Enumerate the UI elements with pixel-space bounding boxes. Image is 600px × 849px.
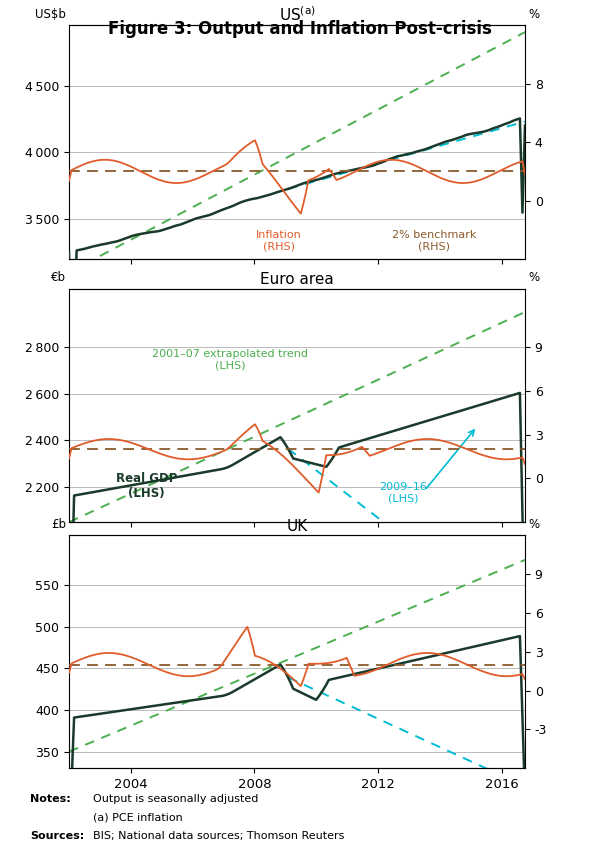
- Text: £b: £b: [51, 518, 66, 531]
- Text: Sources:: Sources:: [30, 831, 84, 841]
- Text: %: %: [528, 8, 539, 21]
- Text: Notes:: Notes:: [30, 794, 71, 804]
- Text: US$b: US$b: [35, 8, 66, 21]
- Text: €b: €b: [51, 272, 66, 284]
- Text: Output is seasonally adjusted: Output is seasonally adjusted: [93, 794, 259, 804]
- Text: Real GDP
(LHS): Real GDP (LHS): [116, 472, 177, 500]
- Text: %: %: [528, 272, 539, 284]
- Text: BIS; National data sources; Thomson Reuters: BIS; National data sources; Thomson Reut…: [93, 831, 344, 841]
- Text: Figure 3: Output and Inflation Post-crisis: Figure 3: Output and Inflation Post-cris…: [108, 20, 492, 37]
- Title: UK: UK: [286, 519, 308, 534]
- Text: 2009–16
(LHS): 2009–16 (LHS): [379, 482, 427, 503]
- Title: US$\mathregular{^{(a)}}$: US$\mathregular{^{(a)}}$: [278, 6, 316, 25]
- Title: Euro area: Euro area: [260, 273, 334, 288]
- Text: (a) PCE inflation: (a) PCE inflation: [93, 812, 183, 823]
- Text: %: %: [528, 518, 539, 531]
- Text: 2% benchmark
(RHS): 2% benchmark (RHS): [392, 230, 476, 251]
- Text: Inflation
(RHS): Inflation (RHS): [256, 230, 302, 251]
- Text: 2001–07 extrapolated trend
(LHS): 2001–07 extrapolated trend (LHS): [152, 349, 308, 370]
